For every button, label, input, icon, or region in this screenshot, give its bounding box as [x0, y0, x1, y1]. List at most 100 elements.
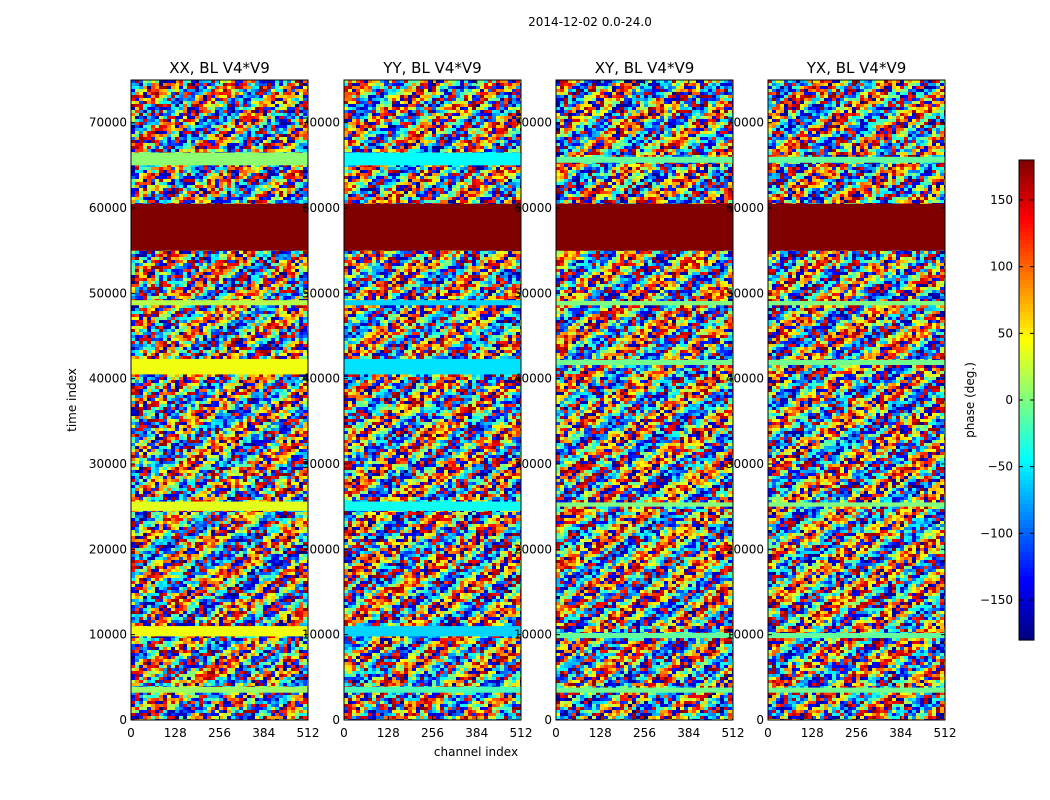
phase-cell — [263, 110, 267, 113]
phase-cell — [179, 143, 183, 146]
phase-cell — [183, 182, 187, 185]
phase-cell — [239, 140, 243, 143]
phase-cell — [187, 338, 191, 341]
phase-cell — [131, 395, 135, 398]
phase-cell — [171, 380, 175, 383]
phase-cell — [287, 173, 291, 176]
panels-group: XX, BL V4*V90 128 256 384 512010000200003000… — [89, 59, 957, 740]
phase-cell — [151, 260, 155, 263]
phase-cell — [291, 92, 295, 95]
phase-cell — [291, 272, 295, 275]
phase-cell — [251, 149, 255, 152]
phase-cell — [223, 311, 227, 314]
phase-cell — [207, 80, 211, 83]
phase-cell — [195, 80, 199, 83]
phase-cell — [239, 146, 243, 149]
phase-cell — [223, 344, 227, 347]
phase-cell — [299, 377, 303, 380]
phase-cell — [295, 98, 299, 101]
phase-cell — [271, 311, 275, 314]
phase-cell — [207, 395, 211, 398]
phase-cell — [211, 338, 215, 341]
phase-cell — [291, 395, 295, 398]
phase-cell — [239, 104, 243, 107]
phase-cell — [283, 185, 287, 188]
phase-cell — [247, 101, 251, 104]
phase-cell — [155, 176, 159, 179]
phase-cell — [279, 125, 283, 128]
phase-cell — [147, 386, 151, 389]
phase-cell — [251, 272, 255, 275]
phase-cell — [271, 131, 275, 134]
phase-cell — [139, 263, 143, 266]
phase-cell — [263, 197, 267, 200]
phase-cell — [267, 125, 271, 128]
phase-cell — [267, 122, 271, 125]
phase-cell — [191, 338, 195, 341]
phase-cell — [227, 281, 231, 284]
phase-cell — [143, 356, 147, 359]
phase-cell — [271, 173, 275, 176]
phase-cell — [255, 380, 259, 383]
phase-cell — [131, 257, 135, 260]
phase-cell — [231, 110, 235, 113]
phase-cell — [171, 146, 175, 149]
phase-cell — [151, 290, 155, 293]
phase-cell — [207, 386, 211, 389]
phase-cell — [247, 356, 251, 359]
phase-cell — [243, 86, 247, 89]
phase-cell — [239, 278, 243, 281]
phase-cell — [219, 377, 223, 380]
phase-cell — [167, 149, 171, 152]
phase-cell — [295, 149, 299, 152]
phase-cell — [271, 113, 275, 116]
phase-cell — [259, 350, 263, 353]
phase-cell — [179, 80, 183, 83]
phase-cell — [219, 83, 223, 86]
phase-cell — [163, 287, 167, 290]
phase-cell — [239, 308, 243, 311]
phase-cell — [287, 386, 291, 389]
phase-cell — [215, 266, 219, 269]
phase-cell — [151, 317, 155, 320]
phase-cell — [203, 305, 207, 308]
phase-cell — [211, 110, 215, 113]
phase-cell — [219, 353, 223, 356]
phase-cell — [243, 308, 247, 311]
phase-cell — [135, 320, 139, 323]
phase-cell — [147, 254, 151, 257]
phase-cell — [219, 92, 223, 95]
phase-cell — [167, 386, 171, 389]
phase-cell — [247, 395, 251, 398]
phase-cell — [179, 116, 183, 119]
phase-cell — [147, 104, 151, 107]
phase-cell — [267, 392, 271, 395]
phase-cell — [275, 125, 279, 128]
phase-cell — [155, 272, 159, 275]
phase-cell — [275, 374, 279, 377]
phase-cell — [223, 194, 227, 197]
phase-cell — [207, 260, 211, 263]
phase-cell — [203, 182, 207, 185]
phase-cell — [187, 146, 191, 149]
phase-cell — [251, 128, 255, 131]
phase-cell — [207, 200, 211, 203]
phase-cell — [291, 404, 295, 407]
phase-cell — [167, 284, 171, 287]
phase-cell — [267, 281, 271, 284]
phase-cell — [291, 275, 295, 278]
phase-cell — [163, 92, 167, 95]
phase-cell — [207, 104, 211, 107]
phase-cell — [231, 284, 235, 287]
phase-cell — [151, 179, 155, 182]
phase-cell — [131, 332, 135, 335]
phase-cell — [191, 134, 195, 137]
phase-cell — [299, 251, 303, 254]
phase-cell — [295, 197, 299, 200]
phase-cell — [291, 296, 295, 299]
phase-cell — [191, 410, 195, 413]
phase-cell — [179, 320, 183, 323]
phase-cell — [283, 95, 287, 98]
phase-cell — [191, 197, 195, 200]
phase-cell — [175, 86, 179, 89]
